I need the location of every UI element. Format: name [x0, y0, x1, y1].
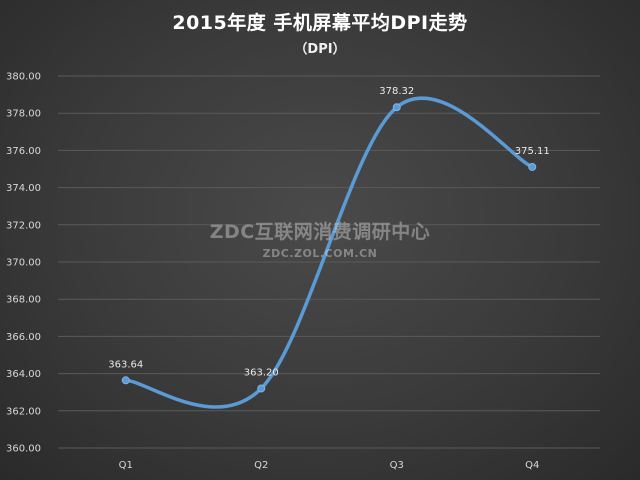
watermark-text: ZDC互联网消费调研中心	[209, 221, 431, 243]
x-tick-label: Q3	[390, 460, 404, 471]
data-point	[257, 384, 266, 393]
data-label: 363.20	[244, 367, 279, 378]
data-point	[392, 103, 401, 112]
chart-subtitle: （DPI）	[294, 42, 346, 57]
data-point	[121, 376, 130, 385]
y-tick-label: 372.00	[6, 220, 41, 231]
y-tick-label: 368.00	[6, 295, 41, 306]
y-tick-label: 366.00	[6, 332, 41, 343]
x-tick-label: Q2	[254, 460, 268, 471]
data-label: 363.64	[108, 359, 143, 370]
x-tick-label: Q4	[525, 460, 539, 471]
y-tick-label: 380.00	[6, 72, 41, 83]
y-tick-label: 376.00	[6, 146, 41, 157]
x-tick-label: Q1	[119, 460, 133, 471]
y-tick-label: 362.00	[6, 406, 41, 417]
y-tick-label: 370.00	[6, 258, 41, 269]
series-line	[124, 96, 534, 409]
data-label: 375.11	[515, 146, 550, 157]
chart-title: 2015年度 手机屏幕平均DPI走势	[172, 12, 468, 34]
y-tick-label: 360.00	[6, 444, 41, 455]
y-tick-label: 374.00	[6, 183, 41, 194]
data-point	[528, 162, 537, 171]
y-tick-label: 378.00	[6, 109, 41, 120]
data-label: 378.32	[379, 86, 414, 97]
watermark-url: ZDC.ZOL.COM.CN	[262, 247, 378, 260]
y-tick-label: 364.00	[6, 369, 41, 380]
